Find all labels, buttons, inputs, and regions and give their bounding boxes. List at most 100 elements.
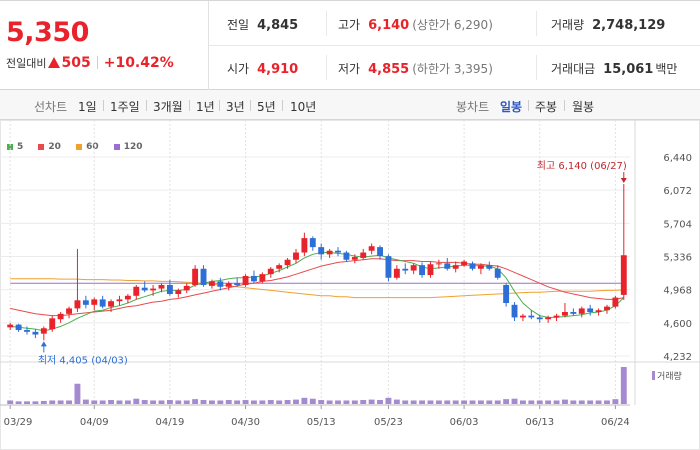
candlestick-chart[interactable]: 6,440 6,072 5,704 5,336 4,968 4,600 4,232 03/29… bbox=[0, 120, 700, 450]
candle-body bbox=[519, 315, 526, 318]
volume-bar bbox=[503, 399, 510, 404]
col-divider bbox=[536, 11, 537, 36]
volume-legend-swatch bbox=[652, 371, 655, 380]
candle-body bbox=[284, 259, 291, 266]
period-1w[interactable]: 1주일 bbox=[110, 100, 140, 114]
candle-body bbox=[200, 268, 207, 285]
candle-body bbox=[99, 299, 106, 307]
volume-bar bbox=[570, 400, 577, 404]
open-price: 시가 4,910 bbox=[227, 60, 298, 77]
legend-label: 5 bbox=[17, 142, 24, 152]
candle-body bbox=[562, 312, 568, 316]
volume-bar bbox=[486, 400, 493, 404]
candle-body bbox=[612, 297, 619, 307]
prev-close-label: 전일 bbox=[227, 18, 250, 32]
volume-bar bbox=[435, 400, 442, 404]
period-1y[interactable]: 1년 bbox=[196, 100, 215, 114]
volume-bar bbox=[612, 399, 619, 404]
candle-body bbox=[536, 317, 543, 320]
candle-body bbox=[335, 250, 341, 253]
candle-body bbox=[604, 306, 610, 311]
volume-bar bbox=[553, 400, 560, 404]
volume-bar bbox=[284, 400, 291, 404]
volume-bar bbox=[461, 400, 468, 404]
volume-bar bbox=[360, 400, 367, 404]
day-high: 고가 6,140 (상한가 6,290) bbox=[338, 16, 493, 33]
candle-body bbox=[444, 263, 451, 269]
candle-body bbox=[360, 252, 367, 258]
candle-body bbox=[175, 290, 182, 294]
period-10y[interactable]: 10년 bbox=[290, 100, 317, 114]
legend-swatch bbox=[7, 144, 13, 150]
volume-bar bbox=[166, 400, 173, 404]
volume-value: 2,748,129 bbox=[592, 18, 666, 33]
x-tick-label: 03/29 bbox=[4, 417, 33, 428]
ma20-line bbox=[10, 258, 624, 317]
candle-body bbox=[427, 264, 434, 276]
amount-unit: 백만 bbox=[655, 62, 678, 76]
period-5y[interactable]: 5년 bbox=[257, 100, 276, 114]
candle-daily[interactable]: 일봉 bbox=[500, 100, 523, 114]
up-arrow-icon bbox=[48, 57, 61, 68]
candle-chart-label: 봉차트 bbox=[456, 100, 490, 114]
candle-body bbox=[587, 308, 594, 313]
x-tick-label: 05/23 bbox=[374, 417, 403, 428]
col-divider bbox=[536, 55, 537, 80]
volume-bar bbox=[335, 400, 341, 404]
volume-bar bbox=[82, 399, 89, 404]
volume-bar bbox=[293, 399, 299, 404]
candle-monthly[interactable]: 월봉 bbox=[572, 100, 595, 114]
open-label: 시가 bbox=[227, 62, 250, 76]
candle-body bbox=[150, 288, 157, 291]
x-tick-label: 04/30 bbox=[231, 417, 260, 428]
chart-toolbar: 선차트 1일 1주일 3개월 1년 3년 5년 10년 봉차트 일봉 주봉 월봉 bbox=[0, 90, 700, 120]
y-tick-label: 5,704 bbox=[663, 219, 692, 230]
high-label: 고가 bbox=[338, 18, 361, 32]
toolbar-divider bbox=[564, 100, 565, 111]
volume-bar bbox=[368, 399, 375, 404]
ma-legend: 5 20 60 120 bbox=[7, 142, 155, 153]
current-price: 5,350 bbox=[6, 17, 89, 48]
volume-bar bbox=[192, 399, 199, 404]
volume-bar bbox=[99, 400, 106, 404]
volume-bar bbox=[116, 400, 123, 404]
candle-body bbox=[461, 261, 468, 266]
low-label: 저가 bbox=[338, 62, 361, 76]
volume-bar bbox=[175, 400, 182, 404]
lower-limit: (하한가 3,395) bbox=[412, 62, 493, 76]
candle-body bbox=[469, 263, 476, 269]
volume-bar bbox=[419, 400, 426, 404]
volume-bar bbox=[108, 400, 115, 404]
period-1d[interactable]: 1일 bbox=[78, 100, 97, 114]
volume-bar bbox=[49, 400, 56, 404]
volume-bar bbox=[326, 400, 333, 404]
candle-body bbox=[452, 265, 459, 269]
low-value: 4,855 bbox=[368, 62, 410, 77]
candle-weekly[interactable]: 주봉 bbox=[535, 100, 558, 114]
candle-body bbox=[351, 257, 358, 260]
candle-body bbox=[293, 252, 299, 260]
col-divider bbox=[326, 55, 327, 80]
candle-body bbox=[343, 252, 350, 260]
change-label: 전일대비 bbox=[6, 57, 47, 70]
x-tick-label: 06/24 bbox=[601, 417, 630, 428]
period-3y[interactable]: 3년 bbox=[226, 100, 245, 114]
period-3m[interactable]: 3개월 bbox=[153, 100, 183, 114]
candle-body bbox=[377, 247, 383, 257]
volume-bar bbox=[183, 400, 190, 404]
candle-body bbox=[242, 275, 249, 285]
prev-close-value: 4,845 bbox=[257, 18, 299, 33]
legend-label: 60 bbox=[86, 142, 99, 152]
volume-bar bbox=[545, 400, 552, 404]
candle-body bbox=[166, 284, 173, 294]
y-tick-label: 4,968 bbox=[663, 286, 692, 297]
x-tick-label: 06/03 bbox=[450, 417, 479, 428]
candle-body bbox=[234, 283, 241, 285]
volume-label: 거래량 bbox=[551, 18, 585, 32]
volume-bar bbox=[469, 400, 476, 404]
ma5-line bbox=[10, 252, 625, 332]
volume-bar bbox=[351, 400, 358, 404]
candle-body bbox=[368, 246, 375, 251]
volume-bar bbox=[410, 400, 417, 404]
day-low: 저가 4,855 (하한가 3,395) bbox=[338, 60, 493, 77]
